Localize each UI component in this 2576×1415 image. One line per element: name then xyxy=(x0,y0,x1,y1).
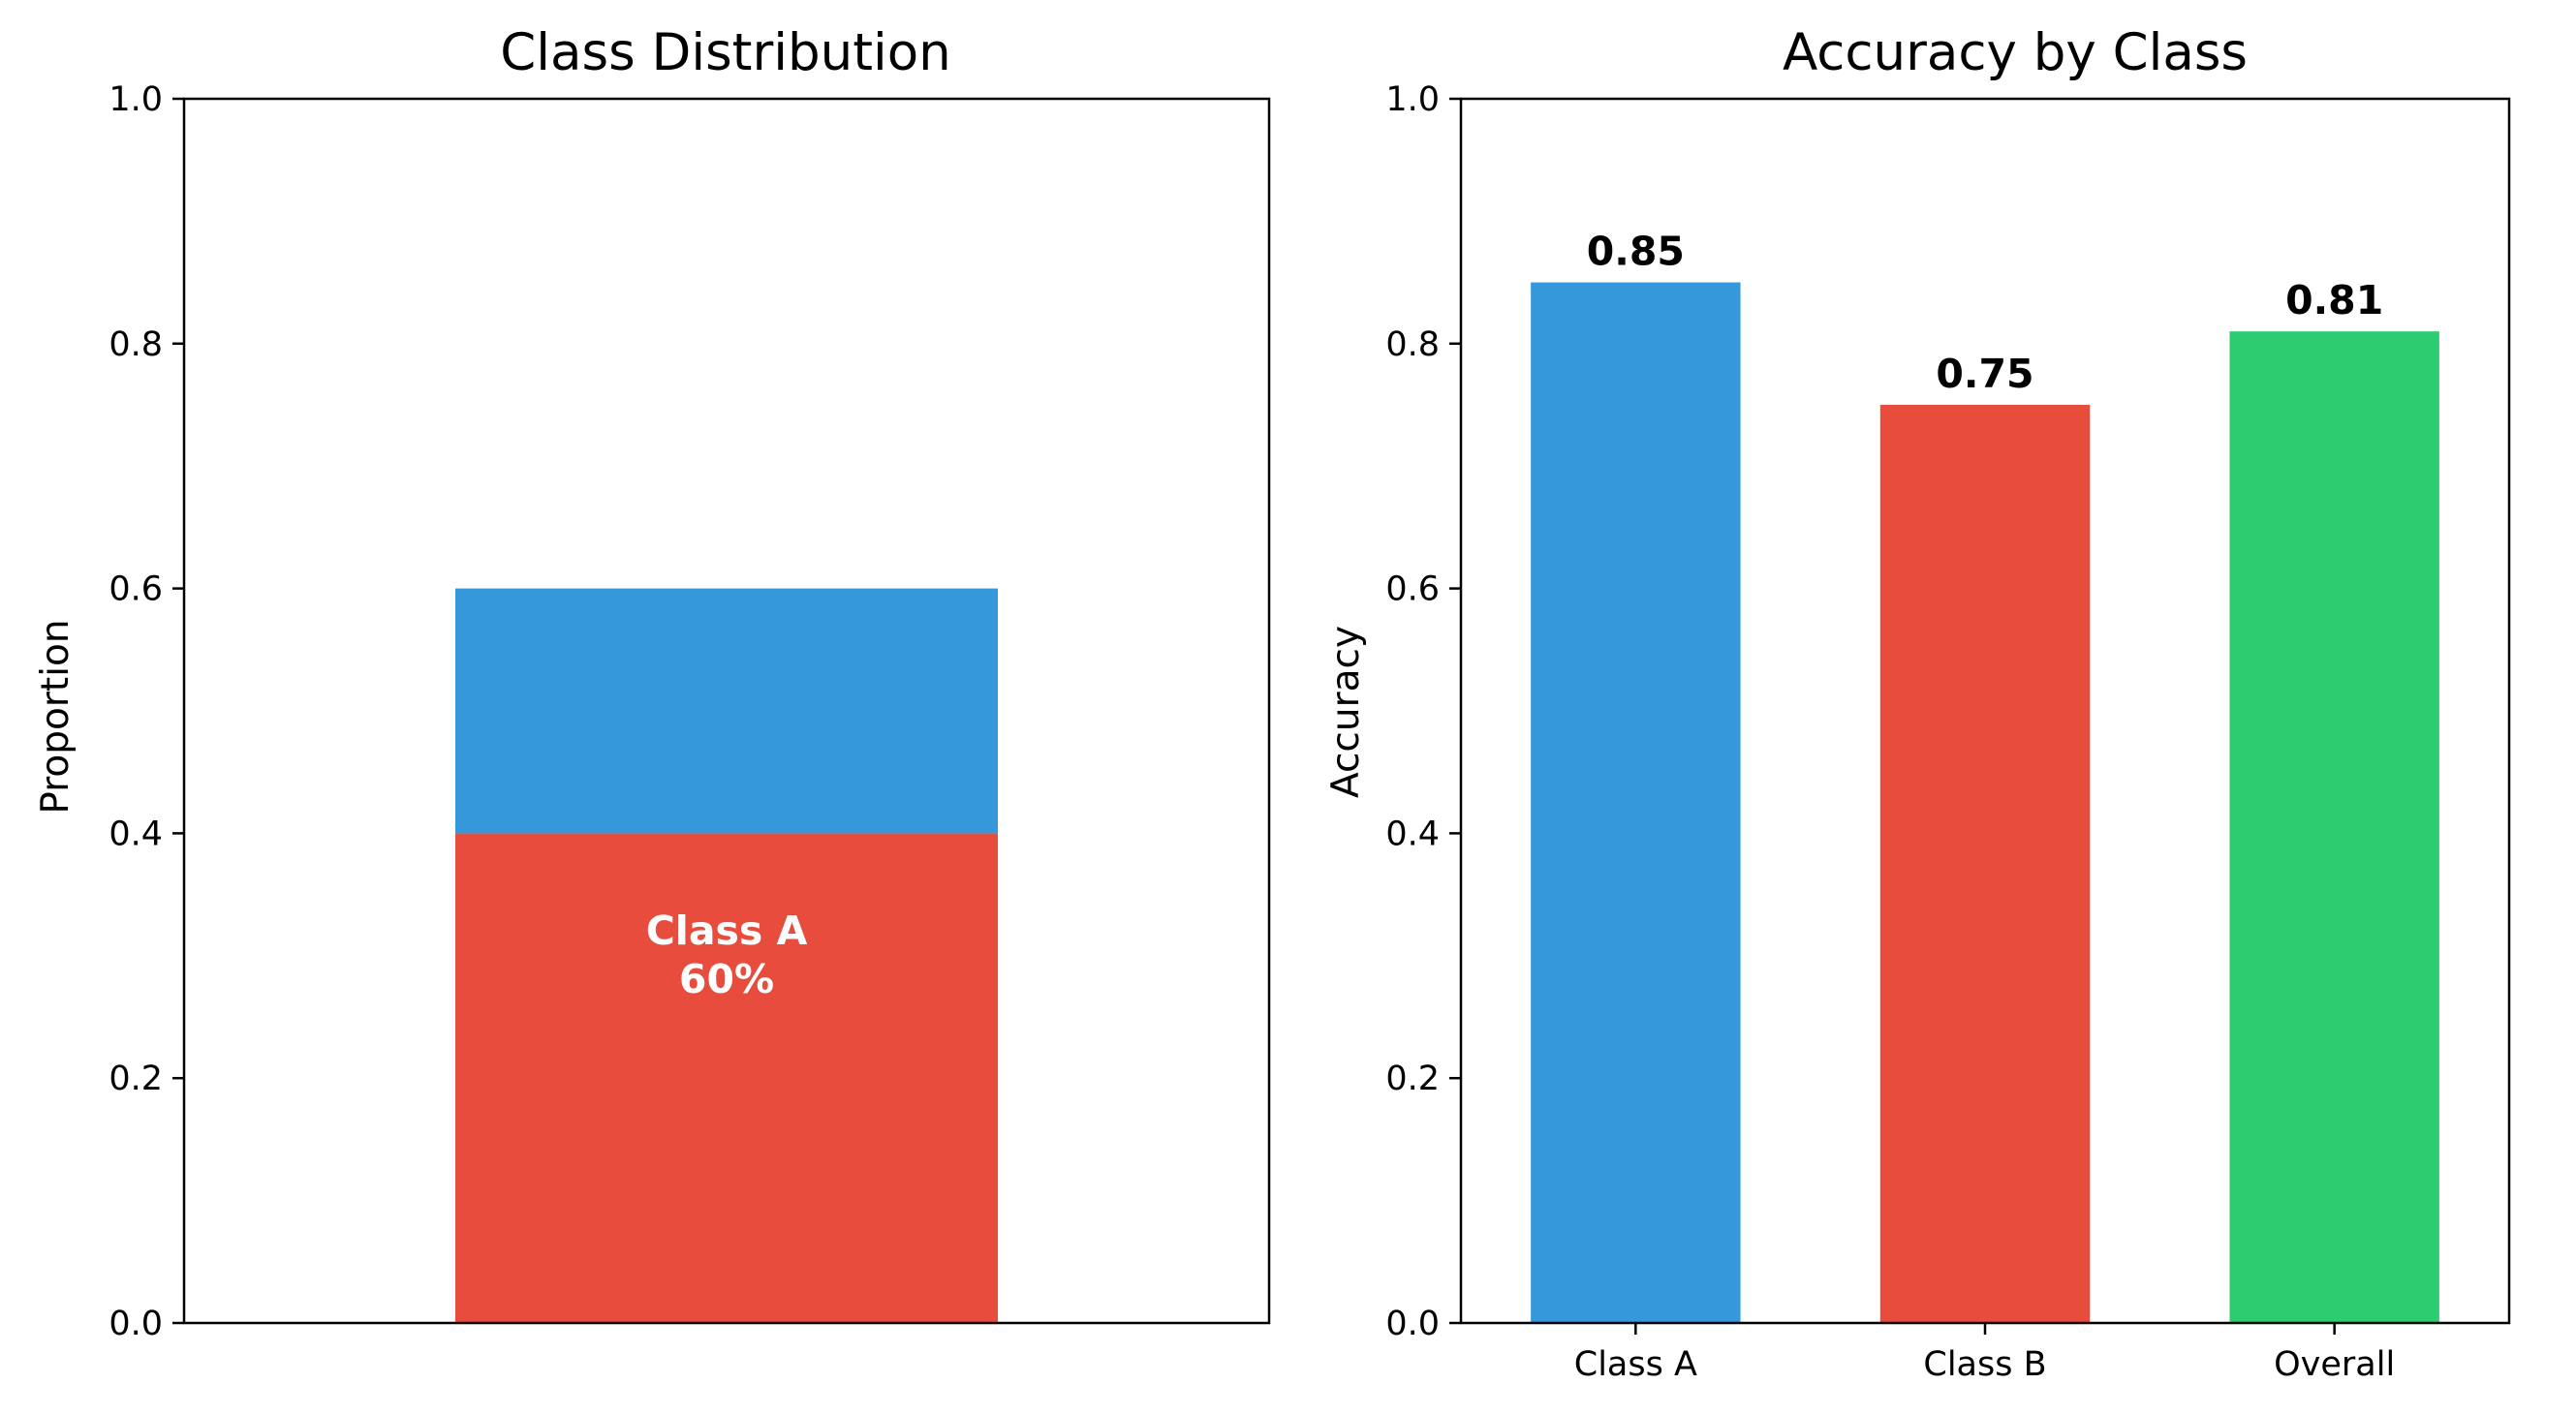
y-ticks: 0.0 0.2 0.4 0.6 0.8 1.0 xyxy=(109,80,184,1343)
y-tick-label: 0.8 xyxy=(109,325,163,364)
data-label: 0.75 xyxy=(1936,351,2033,397)
y-tick-label: 0.2 xyxy=(1385,1060,1440,1098)
plot-frame xyxy=(1459,97,2511,1325)
y-tick-label: 0.6 xyxy=(1385,570,1440,609)
y-tick-label: 0.0 xyxy=(109,1305,163,1343)
accuracy-by-class-chart: Accuracy by Class Accuracy 0.00.20.40.60… xyxy=(1324,23,2511,1384)
plot-frame xyxy=(182,97,1271,1325)
bar xyxy=(2229,331,2439,1323)
bar xyxy=(1531,282,1741,1324)
bars xyxy=(455,588,998,1323)
chart-title: Accuracy by Class xyxy=(1783,23,2248,82)
bars xyxy=(1531,282,2439,1324)
y-tick-label: 1.0 xyxy=(109,80,163,119)
x-ticks: Class A Class B Overall xyxy=(1574,1323,2395,1384)
data-labels: 0.85 0.75 0.81 xyxy=(1587,229,2384,397)
y-tick-label: 0.2 xyxy=(109,1060,163,1098)
bar-segment xyxy=(455,833,998,1323)
x-tick-label: Class A xyxy=(1574,1345,1697,1384)
bar-annotation-line2: 60% xyxy=(679,956,774,1002)
bar-segment xyxy=(455,588,998,834)
x-tick-label: Overall xyxy=(2274,1345,2395,1384)
y-tick-label: 0.0 xyxy=(1385,1305,1440,1343)
chart-title: Class Distribution xyxy=(500,23,950,82)
data-label: 0.85 xyxy=(1587,229,1685,275)
y-tick-label: 1.0 xyxy=(1385,80,1440,119)
x-tick-label: Class B xyxy=(1923,1345,2046,1384)
y-tick-label: 0.6 xyxy=(109,570,163,609)
class-distribution-chart: Class Distribution Proportion 0.00.20.40… xyxy=(34,23,1271,1343)
y-tick-label: 0.4 xyxy=(109,815,163,853)
y-tick-label: 0.4 xyxy=(1385,815,1440,853)
y-tick-label: 0.8 xyxy=(1385,325,1440,364)
y-ticks: 0.0 0.2 0.4 0.6 0.8 1.0 xyxy=(1385,80,1461,1343)
data-label: 0.81 xyxy=(2285,277,2383,323)
bar xyxy=(1879,405,2091,1323)
y-axis-label: Proportion xyxy=(34,619,78,814)
y-axis-label: Accuracy xyxy=(1324,626,1368,798)
bar-annotation-line1: Class A xyxy=(646,907,808,954)
